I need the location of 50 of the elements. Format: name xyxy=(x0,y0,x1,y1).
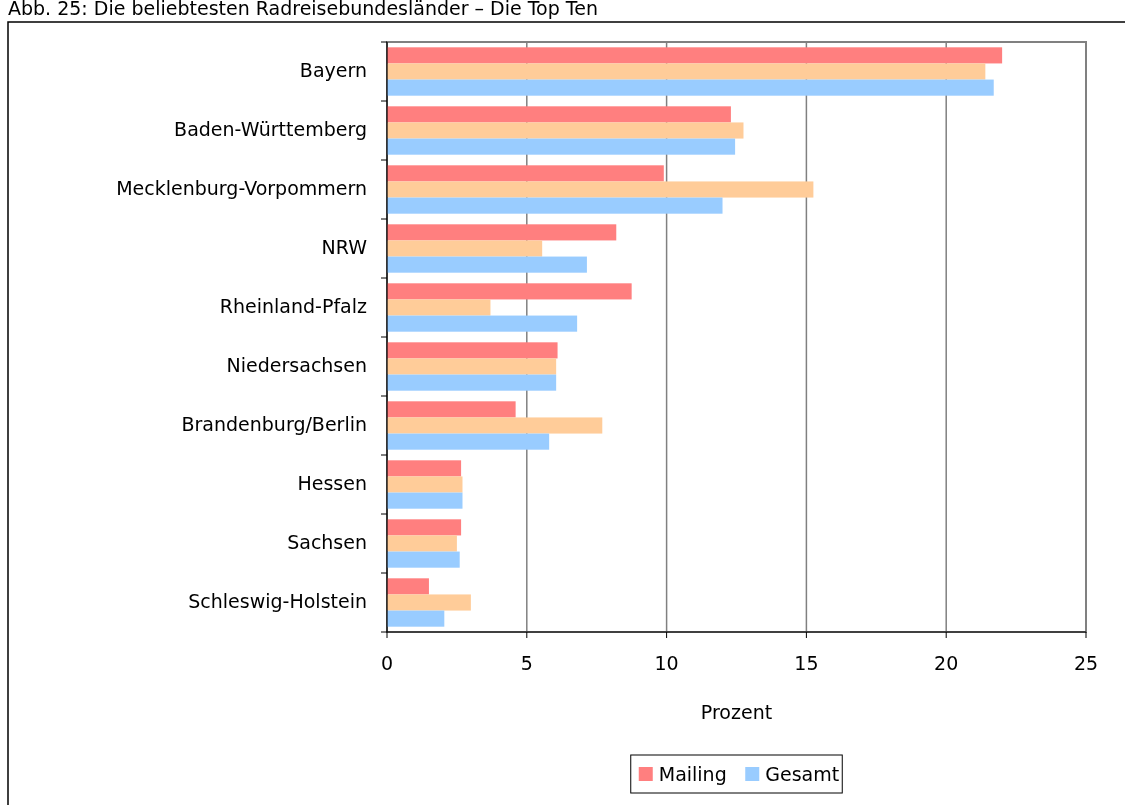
bar xyxy=(387,342,558,359)
y-tick-label: Hessen xyxy=(297,472,367,494)
bar xyxy=(387,299,491,316)
bar xyxy=(387,535,457,552)
bar xyxy=(387,138,736,155)
bar xyxy=(387,358,557,375)
y-tick-label: Baden-Württemberg xyxy=(174,118,367,140)
chart-title: Abb. 25: Die beliebtesten Radreisebundesländer – Die Top Ten xyxy=(8,0,598,19)
y-tick-label: NRW xyxy=(321,236,368,258)
y-tick-label: Brandenburg/Berlin xyxy=(181,413,367,435)
bar xyxy=(387,122,744,139)
bar xyxy=(387,594,471,611)
bar xyxy=(387,374,557,391)
bar xyxy=(387,610,445,627)
x-tick-label: 15 xyxy=(794,652,819,674)
y-tick-label: Sachsen xyxy=(287,531,367,553)
x-axis-title: Prozent xyxy=(700,701,773,723)
bar xyxy=(387,197,723,214)
bar xyxy=(387,476,463,493)
bar xyxy=(387,79,994,96)
bar xyxy=(387,433,550,450)
legend-label: Gesamt xyxy=(765,763,840,785)
bar xyxy=(387,401,516,418)
bar xyxy=(387,63,986,80)
x-tick-label: 25 xyxy=(1073,652,1099,674)
bar xyxy=(387,417,603,434)
bar xyxy=(387,256,587,273)
x-tick-label: 10 xyxy=(654,652,679,674)
bar xyxy=(387,519,462,536)
y-tick-label: Bayern xyxy=(299,59,367,81)
x-tick-label: 5 xyxy=(520,652,533,674)
bar xyxy=(387,283,632,300)
bar xyxy=(387,578,429,595)
bar xyxy=(387,165,664,182)
bar xyxy=(387,181,814,198)
bar xyxy=(387,492,463,509)
y-tick-label: Mecklenburg-Vorpommern xyxy=(116,177,367,199)
x-tick-label: 0 xyxy=(380,652,394,674)
bar xyxy=(387,315,578,332)
y-tick-label: Rheinland-Pfalz xyxy=(219,295,368,317)
bar xyxy=(387,551,460,568)
y-tick-label: Niedersachsen xyxy=(226,354,367,376)
bar xyxy=(387,224,617,241)
bar xyxy=(387,47,1003,64)
y-tick-label: Schleswig-Holstein xyxy=(188,590,367,612)
legend-label: Mailing xyxy=(658,763,727,785)
bar xyxy=(387,460,462,477)
bar xyxy=(387,106,731,123)
x-tick-label: 20 xyxy=(934,652,959,674)
bar xyxy=(387,240,543,257)
